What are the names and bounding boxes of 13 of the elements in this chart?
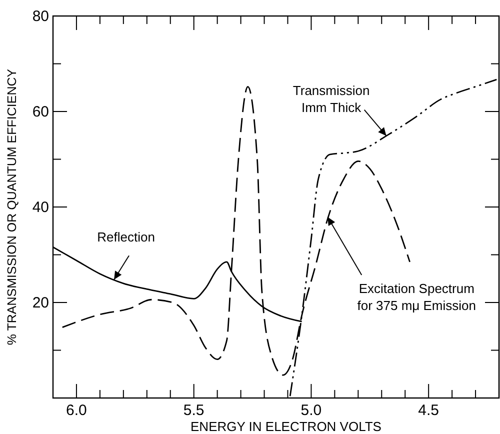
x-tick-label: 5.0 bbox=[300, 402, 322, 419]
y-axis-title: % TRANSMISSION OR QUANTUM EFFICIENCY bbox=[5, 68, 19, 346]
x-axis-title: ENERGY IN ELECTRON VOLTS bbox=[190, 419, 382, 434]
y-tick-label: 40 bbox=[32, 199, 49, 216]
annotation: Excitation Spectrum for 375 mμ Emission bbox=[357, 281, 476, 314]
x-tick-label: 6.0 bbox=[66, 402, 87, 419]
y-tick-label: 20 bbox=[32, 294, 49, 312]
annotation: Reflection bbox=[97, 230, 155, 245]
y-tick-label: 80 bbox=[32, 8, 49, 25]
x-tick-label: 5.5 bbox=[183, 402, 204, 419]
y-tick-label: 60 bbox=[32, 104, 49, 120]
x-tick-label: 4.5 bbox=[418, 402, 440, 419]
annotation: Transmission Imm Thick bbox=[292, 82, 370, 115]
